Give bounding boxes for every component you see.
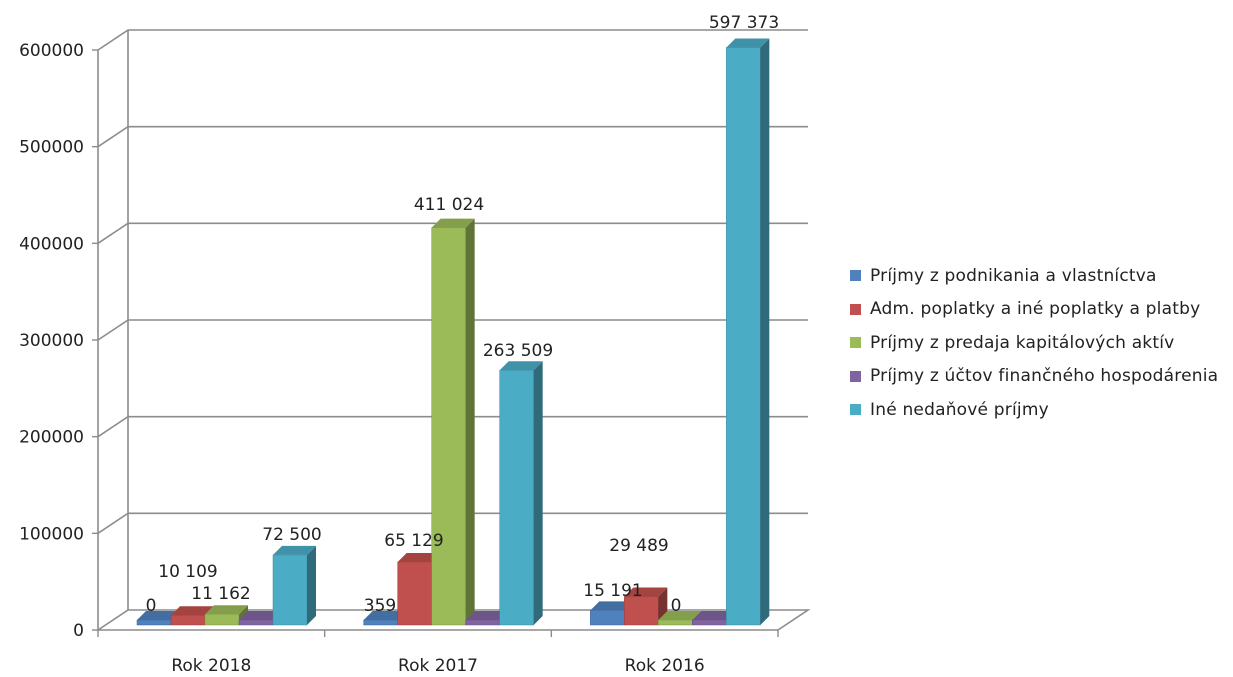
bar-top: [171, 606, 214, 616]
data-label: 0: [146, 596, 157, 616]
data-labels: 0 359 15 191 10 109 65 129 29 489 11 162 411 02…: [146, 13, 780, 616]
data-label: 10 109: [158, 562, 217, 582]
bar-top: [499, 361, 543, 371]
bar-front: [658, 619, 693, 626]
bar-front: [499, 370, 534, 626]
bar-top: [465, 611, 509, 620]
legend-swatch: [850, 303, 861, 315]
bar-side: [465, 218, 475, 625]
bar-front: [726, 47, 761, 626]
y-tick-label: 500000: [19, 138, 84, 158]
gridline: [97, 29, 808, 51]
y-tick-label: 0: [73, 621, 84, 641]
data-label: 15 191: [583, 581, 642, 601]
bar-front: [692, 619, 727, 626]
data-label: 29 489: [609, 536, 668, 556]
bar-side: [307, 545, 316, 625]
bar: [624, 587, 668, 626]
data-label: 411 024: [414, 195, 484, 215]
bar-top: [624, 587, 668, 597]
bar-front: [136, 619, 172, 626]
bar-top: [658, 611, 702, 620]
legend-item: Príjmy z podnikania a vlastníctva: [850, 259, 1230, 293]
bar: [431, 218, 475, 626]
x-tick-label: Rok 2018: [171, 656, 251, 676]
bar-top: [590, 601, 634, 611]
legend-swatch: [850, 270, 861, 282]
bar-top: [205, 605, 248, 615]
y-tick-label: 400000: [19, 234, 84, 254]
gridline: [97, 125, 808, 148]
data-label: 263 509: [483, 341, 553, 361]
y-tick-label: 300000: [19, 331, 84, 351]
bar: [726, 38, 770, 626]
bars: [136, 38, 770, 626]
bar-front: [397, 561, 432, 626]
bar-front: [431, 227, 466, 626]
data-label: 359: [364, 596, 396, 616]
y-tick-label: 200000: [19, 428, 84, 448]
legend-label: Adm. poplatky a iné poplatky a platby: [870, 299, 1201, 320]
legend-item: Adm. poplatky a iné poplatky a platby: [850, 293, 1230, 327]
legend-label: Iné nedaňové príjmy: [870, 399, 1049, 420]
bar-front: [590, 610, 625, 626]
bar-top: [363, 611, 407, 620]
bar-side: [533, 361, 543, 625]
bar-top: [397, 553, 441, 563]
legend-swatch: [850, 404, 861, 416]
bar-top: [137, 611, 180, 620]
data-label: 11 162: [191, 584, 250, 604]
legend-label: Príjmy z účtov finančného hospodárenia: [870, 366, 1219, 387]
x-tick-label: Rok 2017: [398, 656, 478, 676]
data-label: 72 500: [262, 525, 321, 545]
bar-front: [465, 619, 500, 626]
bar-top: [273, 545, 316, 555]
bar-front: [272, 554, 308, 626]
bar-top: [726, 38, 770, 48]
data-label: 65 129: [384, 531, 443, 551]
bar: [499, 361, 543, 626]
bar-front: [204, 613, 240, 626]
bar-top: [692, 611, 736, 620]
legend-item: Iné nedaňové príjmy: [850, 393, 1230, 427]
bar-top: [239, 611, 282, 620]
legend: Príjmy z podnikania a vlastníctva Adm. po…: [850, 259, 1230, 427]
bar-front: [238, 619, 274, 626]
bar-front: [624, 596, 659, 626]
bar-side: [760, 38, 770, 626]
legend-label: Príjmy z podnikania a vlastníctva: [870, 265, 1157, 286]
data-label: 0: [671, 596, 682, 616]
data-label: 597 373: [709, 13, 779, 33]
bar: [272, 545, 316, 626]
x-tick-label: Rok 2016: [625, 656, 705, 676]
legend-item: Príjmy z účtov finančného hospodárenia: [850, 360, 1230, 394]
legend-label: Príjmy z predaja kapitálových aktív: [870, 332, 1175, 353]
bar-top: [431, 218, 475, 228]
y-tick-label: 600000: [19, 41, 84, 61]
legend-swatch: [850, 370, 861, 382]
legend-swatch: [850, 337, 861, 349]
bar-front: [363, 619, 398, 626]
y-tick-label: 100000: [19, 524, 84, 544]
bar-front: [170, 614, 206, 626]
legend-item: Príjmy z predaja kapitálových aktív: [850, 326, 1230, 360]
